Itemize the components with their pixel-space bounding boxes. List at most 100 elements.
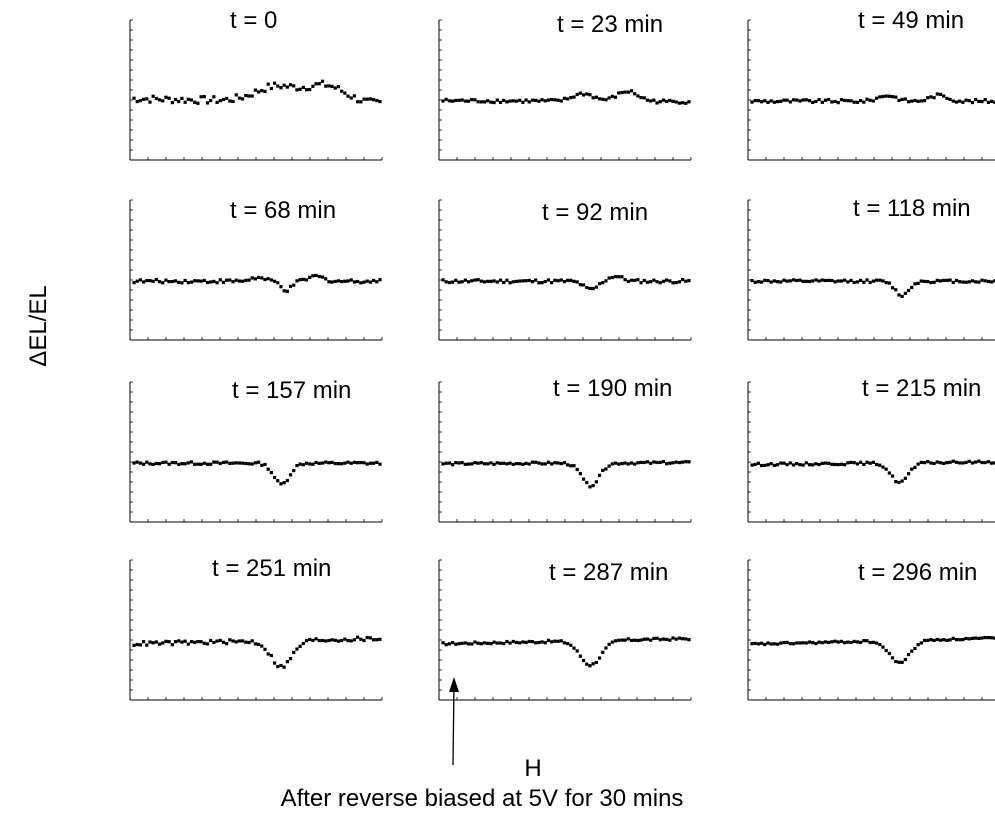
- data-point: [527, 100, 531, 104]
- data-point: [807, 463, 812, 467]
- data-point: [922, 279, 927, 284]
- data-point: [620, 275, 624, 279]
- data-point: [684, 279, 688, 283]
- data-point: [276, 84, 280, 88]
- data-point: [199, 95, 203, 99]
- data-point: [170, 643, 174, 647]
- data-point: [804, 641, 808, 645]
- data-point: [859, 460, 863, 464]
- data-point: [553, 278, 557, 282]
- data-point: [276, 479, 280, 483]
- data-point: [674, 460, 678, 464]
- data-point: [986, 460, 991, 464]
- data-point: [327, 84, 331, 88]
- data-point: [926, 96, 930, 100]
- data-point: [330, 638, 334, 642]
- panel: t = 287 min: [438, 559, 692, 701]
- data-point: [253, 642, 258, 646]
- data-point: [932, 96, 936, 100]
- data-point: [572, 464, 576, 468]
- data-point: [763, 99, 767, 103]
- data-point: [260, 276, 264, 280]
- data-point: [766, 463, 770, 467]
- data-point: [269, 86, 273, 91]
- data-point: [871, 640, 876, 644]
- data-point: [591, 483, 595, 488]
- data-point: [209, 462, 213, 466]
- data-point: [250, 462, 254, 466]
- data-point: [897, 98, 901, 102]
- data-point: [830, 462, 834, 466]
- data-point: [304, 639, 309, 643]
- data-point: [368, 461, 373, 465]
- data-point: [585, 662, 589, 666]
- data-point: [543, 279, 547, 284]
- data-point: [340, 462, 344, 466]
- data-point: [154, 96, 158, 101]
- data-point: [942, 638, 946, 642]
- data-point: [878, 278, 882, 282]
- data-point: [202, 641, 206, 645]
- data-point: [607, 96, 611, 100]
- data-point: [444, 643, 448, 647]
- data-point: [878, 642, 882, 647]
- data-point: [919, 99, 923, 103]
- data-point: [253, 461, 258, 465]
- data-point: [986, 635, 991, 640]
- data-point: [562, 641, 567, 645]
- data-point: [460, 641, 464, 645]
- data-point: [836, 640, 840, 644]
- data-point: [661, 460, 666, 464]
- data-point: [447, 642, 451, 646]
- data-point: [620, 90, 624, 95]
- data-point: [929, 280, 933, 285]
- data-point: [550, 462, 554, 466]
- data-point: [189, 98, 194, 102]
- data-point: [565, 641, 570, 646]
- data-point: [272, 279, 277, 283]
- data-point: [887, 281, 891, 285]
- data-point: [785, 463, 789, 467]
- data-point: [225, 460, 229, 464]
- data-point: [578, 654, 582, 658]
- data-point: [241, 461, 245, 465]
- data-point: [859, 99, 863, 103]
- data-point: [276, 281, 280, 285]
- data-point: [779, 280, 783, 284]
- data-point: [620, 462, 624, 466]
- data-point: [546, 460, 551, 464]
- data-point: [775, 280, 780, 284]
- data-point: [317, 82, 321, 86]
- data-point: [833, 639, 837, 643]
- data-point: [980, 278, 984, 282]
- data-point: [365, 462, 369, 466]
- data-point: [234, 93, 238, 97]
- data-point: [154, 277, 158, 282]
- panel-title: t = 49 min: [858, 7, 964, 34]
- data-point: [617, 638, 621, 642]
- data-point: [511, 280, 515, 284]
- data-point: [613, 639, 618, 643]
- data-point: [623, 638, 627, 642]
- data-point: [785, 98, 789, 102]
- data-point: [986, 279, 991, 284]
- data-point: [209, 638, 213, 643]
- data-point: [320, 275, 325, 279]
- data-point: [798, 99, 802, 103]
- data-point: [336, 85, 341, 89]
- data-point: [473, 640, 477, 644]
- data-point: [521, 279, 525, 283]
- data-point: [750, 642, 754, 646]
- data-point: [801, 279, 805, 283]
- data-point: [225, 278, 229, 282]
- data-point: [138, 278, 142, 282]
- data-point: [502, 641, 506, 646]
- panel-title: t = 23 min: [557, 11, 663, 38]
- data-point: [964, 280, 968, 284]
- data-point: [343, 279, 347, 283]
- data-point: [849, 278, 853, 283]
- data-point: [983, 98, 987, 102]
- data-point: [565, 97, 570, 101]
- data-point: [317, 639, 321, 643]
- data-point: [562, 280, 567, 284]
